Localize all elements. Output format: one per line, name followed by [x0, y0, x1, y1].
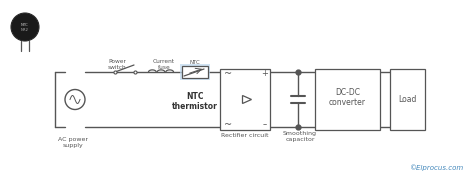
Text: ~: ~	[224, 120, 232, 130]
Bar	[180, 64, 210, 80]
Text: NTC
thermistor: NTC thermistor	[172, 92, 218, 111]
Text: Rectifier circuit: Rectifier circuit	[221, 133, 269, 138]
Text: AC power
supply: AC power supply	[58, 137, 88, 148]
Text: ~: ~	[224, 69, 232, 79]
Circle shape	[11, 13, 39, 41]
Text: DC-DC
converter: DC-DC converter	[329, 88, 366, 107]
Text: NTC: NTC	[21, 23, 29, 27]
Polygon shape	[243, 96, 252, 104]
Text: ©Elprocus.com: ©Elprocus.com	[409, 164, 463, 171]
Text: NR2: NR2	[21, 28, 29, 32]
Text: NTC: NTC	[190, 60, 201, 65]
Text: Power
switch: Power switch	[108, 59, 126, 70]
Bar	[182, 66, 208, 78]
Bar	[315, 69, 380, 130]
Text: Current
fuse: Current fuse	[153, 59, 175, 70]
Text: Smoothing
capacitor: Smoothing capacitor	[283, 131, 317, 142]
Text: +: +	[262, 70, 268, 79]
Bar	[220, 69, 270, 130]
Bar	[390, 69, 425, 130]
Text: –: –	[263, 121, 267, 130]
Text: Load: Load	[398, 95, 417, 104]
